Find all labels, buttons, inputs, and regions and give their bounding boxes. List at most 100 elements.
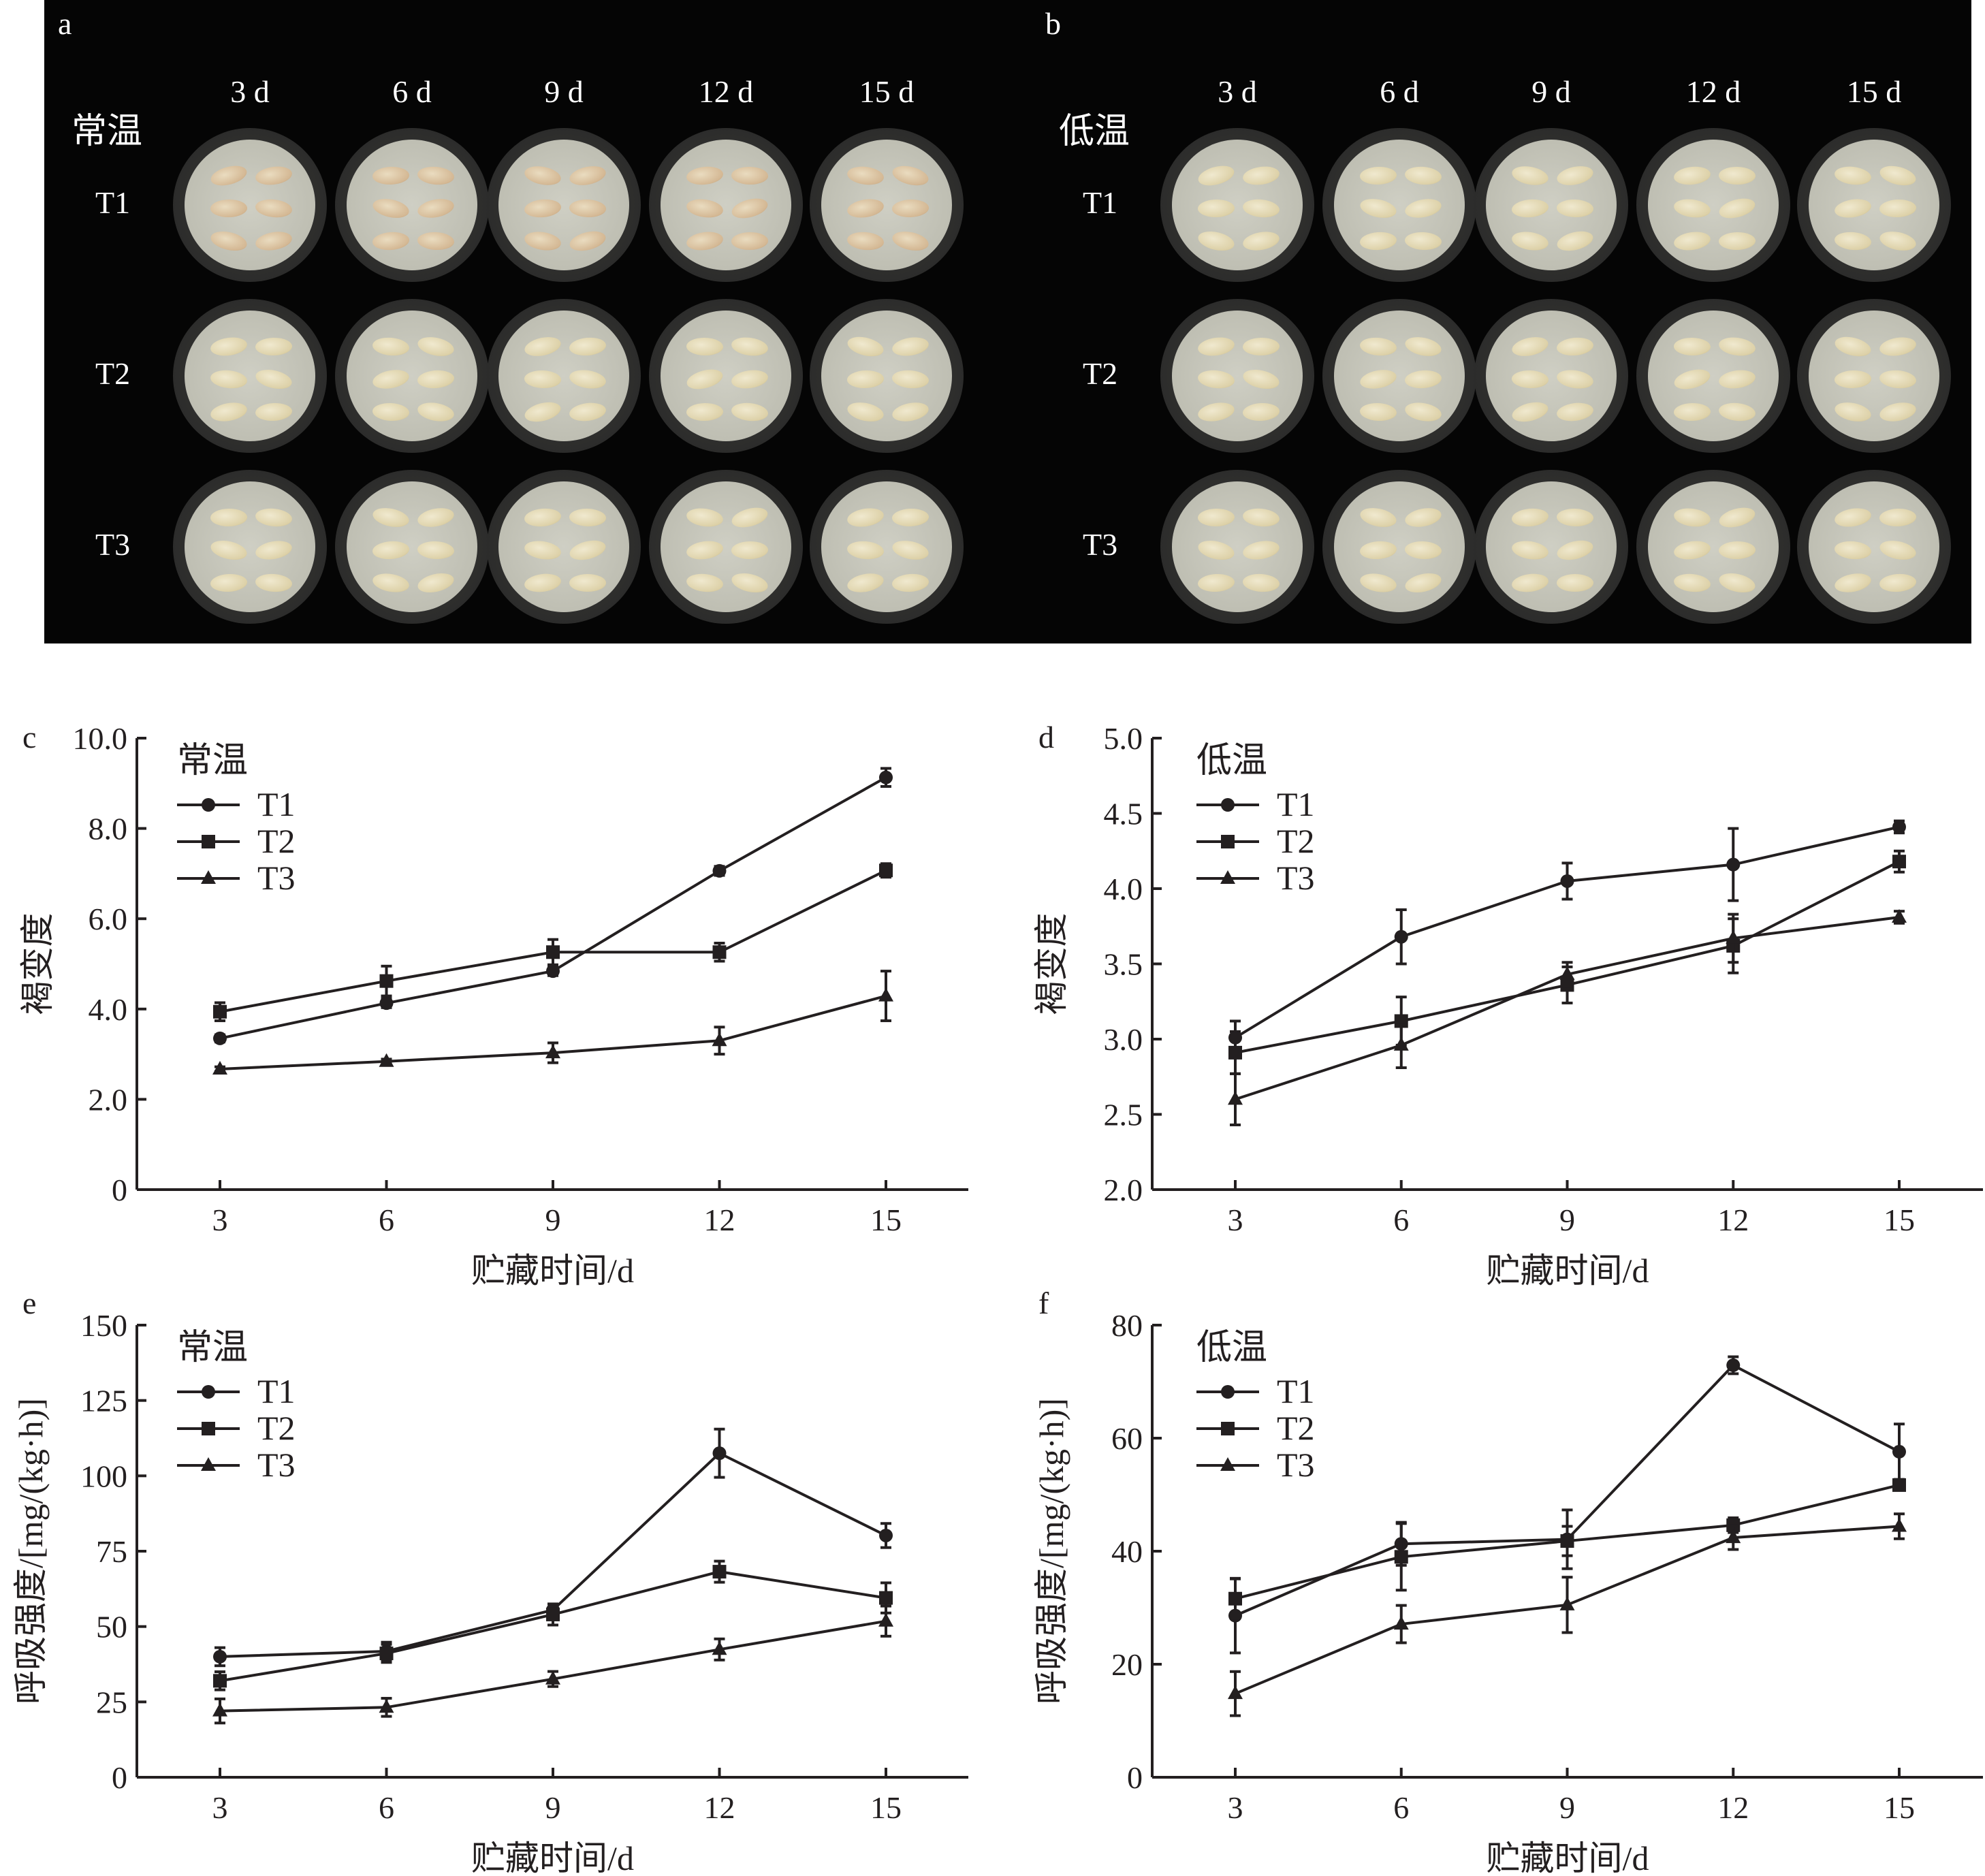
legend-marker-T1 bbox=[202, 798, 215, 812]
legend-marker-T3 bbox=[201, 1457, 216, 1471]
petri-dish bbox=[1636, 299, 1790, 453]
day-label: 12 d bbox=[1685, 74, 1741, 109]
legend-title: 低温 bbox=[1196, 1329, 1267, 1367]
data-point-T1 bbox=[1394, 929, 1408, 944]
filter-paper bbox=[1809, 140, 1939, 270]
legend-marker-T1 bbox=[1221, 798, 1235, 812]
petri-dish bbox=[1160, 299, 1314, 453]
petri-dish bbox=[335, 299, 489, 453]
y-tick-label: 150 bbox=[80, 1308, 127, 1343]
y-tick-label: 4.0 bbox=[89, 992, 128, 1027]
filter-paper bbox=[821, 140, 952, 270]
series-line-T1 bbox=[1234, 825, 1900, 1039]
series-line-T3 bbox=[1235, 916, 1900, 1101]
filter-paper bbox=[347, 311, 477, 441]
filter-paper bbox=[185, 481, 315, 612]
legend-marker-T2 bbox=[202, 1422, 215, 1435]
filter-paper bbox=[1486, 481, 1617, 612]
filter-paper bbox=[185, 140, 315, 270]
filter-paper bbox=[185, 311, 315, 441]
x-tick-label: 9 bbox=[545, 1203, 561, 1237]
legend-marker-T2 bbox=[202, 835, 215, 848]
data-point-T1 bbox=[879, 1528, 893, 1542]
data-point-T3 bbox=[545, 1045, 560, 1059]
legend-label: T3 bbox=[1277, 1446, 1315, 1484]
filter-paper bbox=[347, 481, 477, 612]
data-point-T2 bbox=[546, 945, 560, 959]
y-tick-label: 2.5 bbox=[1104, 1098, 1143, 1132]
filter-paper bbox=[1172, 481, 1303, 612]
petri-dish bbox=[649, 299, 803, 453]
legend-label: T1 bbox=[1277, 1372, 1315, 1410]
y-tick-label: 3.0 bbox=[1104, 1022, 1143, 1057]
petri-dish bbox=[487, 128, 641, 282]
data-point-T3 bbox=[1726, 929, 1741, 944]
data-point-T2 bbox=[879, 863, 893, 878]
petri-dish bbox=[1636, 128, 1790, 282]
x-tick-label: 6 bbox=[379, 1203, 394, 1237]
data-point-T1 bbox=[213, 1031, 227, 1045]
y-tick-label: 20 bbox=[1111, 1647, 1143, 1682]
filter-paper bbox=[821, 481, 952, 612]
data-point-T2 bbox=[1892, 855, 1906, 869]
data-point-T2 bbox=[1228, 1591, 1242, 1606]
seed bbox=[1557, 574, 1593, 592]
petri-dish bbox=[1474, 299, 1628, 453]
petri-dish bbox=[810, 299, 964, 453]
x-tick-label: 15 bbox=[870, 1203, 902, 1237]
panel-letter: e bbox=[22, 1286, 36, 1320]
data-point-T3 bbox=[1228, 1091, 1243, 1105]
x-axis-title: 贮藏时间/d bbox=[471, 1252, 634, 1290]
petri-dish bbox=[1474, 470, 1628, 624]
x-axis-title: 贮藏时间/d bbox=[1487, 1252, 1649, 1290]
petri-dish bbox=[173, 470, 327, 624]
y-axis-title: 褐变度 bbox=[18, 913, 57, 1015]
series-line-T3 bbox=[219, 1619, 887, 1713]
y-axis-title: 呼吸强度/[mg/(kg·h)] bbox=[1032, 1398, 1070, 1704]
legend-label: T1 bbox=[1277, 785, 1315, 823]
petri-dish bbox=[1797, 470, 1951, 624]
data-point-T2 bbox=[213, 1004, 227, 1019]
data-point-T3 bbox=[379, 1053, 394, 1067]
x-tick-label: 15 bbox=[1884, 1790, 1915, 1825]
data-point-T3 bbox=[212, 1060, 227, 1075]
x-tick-label: 12 bbox=[704, 1790, 735, 1825]
petri-dish bbox=[487, 470, 641, 624]
legend-marker-T3 bbox=[1220, 1457, 1235, 1471]
treatment-label: T3 bbox=[95, 527, 131, 562]
data-point-T1 bbox=[1726, 857, 1741, 872]
filter-paper bbox=[1172, 311, 1303, 441]
filter-paper bbox=[661, 481, 791, 612]
petri-dish bbox=[173, 128, 327, 282]
y-tick-label: 5.0 bbox=[1104, 721, 1143, 756]
x-tick-label: 3 bbox=[212, 1203, 228, 1237]
condition-label: 低温 bbox=[1059, 112, 1130, 151]
petri-dish bbox=[487, 299, 641, 453]
y-tick-label: 10.0 bbox=[73, 721, 128, 756]
legend-marker-T1 bbox=[1221, 1385, 1235, 1399]
x-tick-label: 12 bbox=[704, 1203, 735, 1237]
filter-paper bbox=[1486, 311, 1617, 441]
data-point-T2 bbox=[1228, 1045, 1242, 1060]
filter-paper bbox=[498, 311, 629, 441]
data-point-T3 bbox=[545, 1670, 560, 1685]
day-label: 12 d bbox=[698, 74, 754, 109]
filter-paper bbox=[1334, 481, 1465, 612]
data-point-T3 bbox=[1393, 1036, 1409, 1051]
data-point-T3 bbox=[1726, 1529, 1741, 1544]
filter-paper bbox=[661, 140, 791, 270]
x-axis-title: 贮藏时间/d bbox=[1487, 1839, 1649, 1876]
y-tick-label: 3.5 bbox=[1104, 947, 1143, 982]
data-point-T2 bbox=[379, 1647, 394, 1661]
data-point-T2 bbox=[546, 1607, 560, 1621]
condition-label: 常温 bbox=[72, 112, 143, 151]
day-label: 15 d bbox=[859, 74, 915, 109]
data-point-T2 bbox=[1560, 1534, 1574, 1548]
legend-marker-T2 bbox=[1221, 1422, 1235, 1435]
petri-dish bbox=[335, 128, 489, 282]
petri-dish bbox=[1797, 128, 1951, 282]
y-tick-label: 0 bbox=[112, 1173, 127, 1207]
y-tick-label: 40 bbox=[1111, 1534, 1143, 1569]
filter-paper bbox=[1172, 140, 1303, 270]
